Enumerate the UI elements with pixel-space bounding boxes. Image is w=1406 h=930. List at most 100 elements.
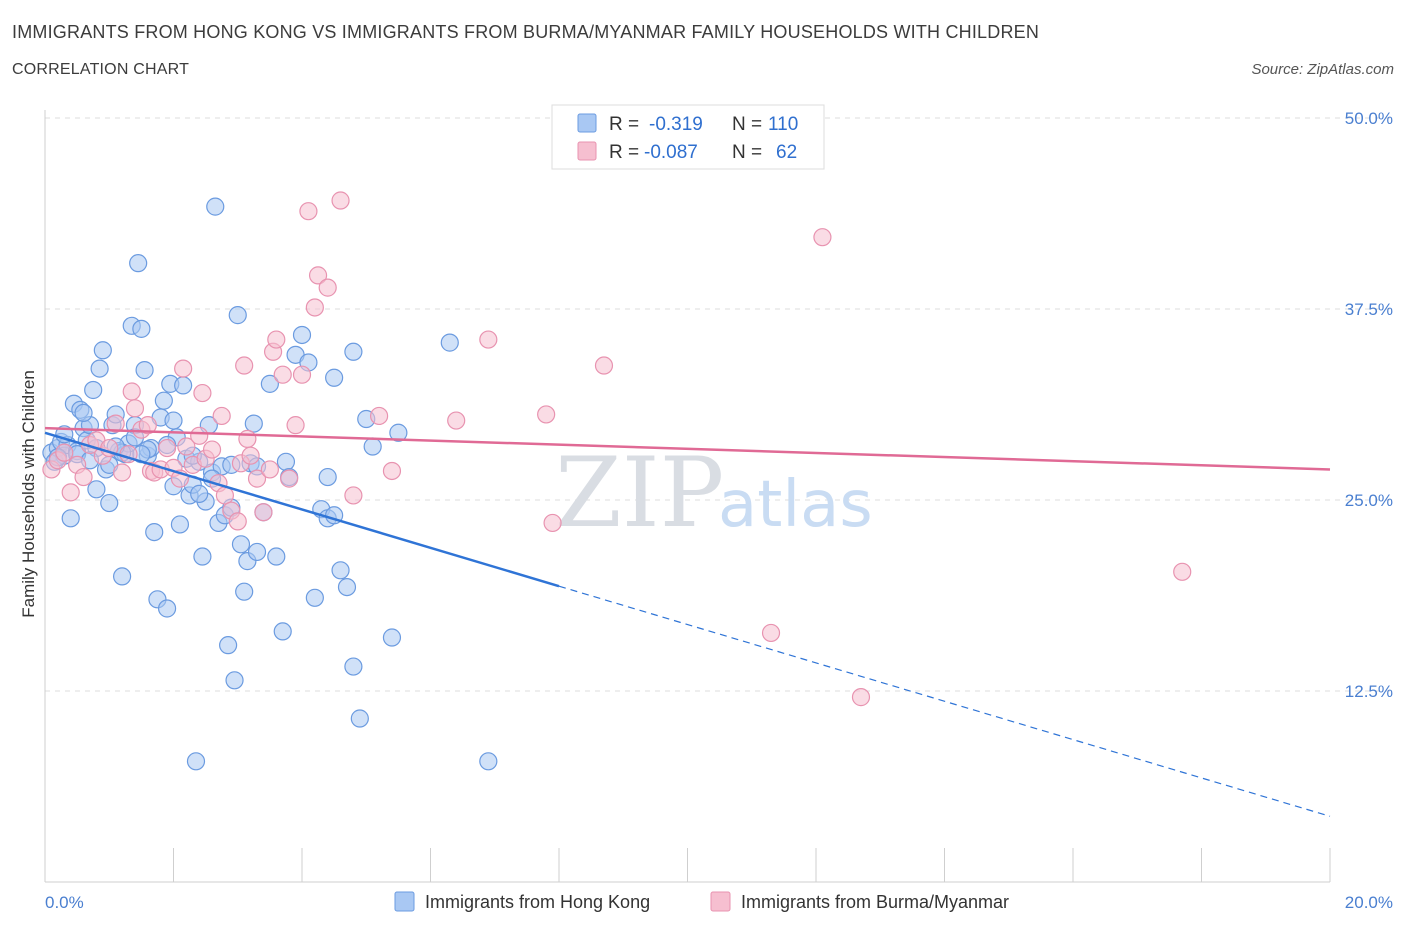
chart-title: IMMIGRANTS FROM HONG KONG VS IMMIGRANTS … xyxy=(12,22,1040,42)
hong-kong-data-point xyxy=(164,411,183,430)
x-ticks xyxy=(44,848,1331,882)
hong-kong-trend-line xyxy=(44,431,560,588)
burma-data-point xyxy=(247,469,267,488)
burma-data-point xyxy=(292,365,312,384)
watermark-zip: ZIP xyxy=(555,437,724,549)
burma-data-point xyxy=(594,356,614,375)
hong-kong-data-point xyxy=(84,380,103,400)
hong-kong-data-point xyxy=(186,752,206,771)
burma-data-point xyxy=(543,513,562,533)
burma-data-point xyxy=(479,330,498,349)
hong-kong-data-point xyxy=(260,374,279,393)
hong-kong-data-point xyxy=(225,671,244,690)
burma-data-point xyxy=(286,416,305,435)
x-tick-label-max: 20.0% xyxy=(1345,893,1393,912)
hong-kong-data-point xyxy=(174,376,193,395)
burma-data-point xyxy=(344,486,363,505)
burma-data-point xyxy=(122,382,141,401)
y-axis-label: Family Households with Children xyxy=(19,370,38,618)
burma-data-point xyxy=(331,191,350,210)
watermark: ZIP atlas xyxy=(555,437,873,549)
burma-data-point xyxy=(106,414,125,433)
burma-data-point xyxy=(299,202,318,221)
bottom-legend-swatch-pink xyxy=(710,891,731,912)
legend-r-label-2: R = xyxy=(609,142,639,163)
burma-data-point xyxy=(254,503,273,522)
burma-data-point xyxy=(138,416,157,435)
bottom-legend: Immigrants from Hong Kong Immigrants fro… xyxy=(394,891,1009,912)
burma-data-point xyxy=(202,440,222,459)
burma-data-point xyxy=(273,365,292,384)
hong-kong-data-point xyxy=(219,636,238,655)
burma-points xyxy=(42,191,1192,707)
y-tick-label: 25.0% xyxy=(1345,491,1393,510)
hong-kong-data-point xyxy=(318,467,337,487)
bottom-legend-swatch-blue xyxy=(394,891,415,912)
hong-kong-data-point xyxy=(267,547,286,566)
hong-kong-data-point xyxy=(235,582,254,601)
hong-kong-data-point xyxy=(440,333,459,352)
burma-data-point xyxy=(382,461,402,481)
bottom-legend-label-hong-kong: Immigrants from Hong Kong xyxy=(425,892,650,912)
legend-n-label-2: N = xyxy=(732,142,762,163)
hong-kong-data-point xyxy=(93,341,112,360)
burma-data-point xyxy=(305,298,324,317)
burma-data-point xyxy=(125,399,145,418)
legend-r-value-2: -0.087 xyxy=(644,142,698,163)
hong-kong-data-point xyxy=(193,547,212,566)
legend-r-label-1: R = xyxy=(609,114,639,135)
burma-data-point xyxy=(235,356,254,375)
burma-data-point xyxy=(260,460,279,479)
burma-data-point xyxy=(212,406,231,426)
hong-kong-data-point xyxy=(74,403,93,423)
hong-kong-data-point xyxy=(273,622,292,641)
legend-swatch-blue xyxy=(577,113,597,133)
burma-data-point xyxy=(447,411,466,430)
hong-kong-data-point xyxy=(305,588,324,607)
hong-kong-data-point xyxy=(276,452,296,471)
burma-data-point xyxy=(537,405,556,424)
legend-n-label-1: N = xyxy=(732,114,762,135)
burma-data-point xyxy=(157,438,177,458)
gridlines xyxy=(45,117,1393,692)
top-legend: R = -0.319 N = 110 R = -0.087 N = 62 xyxy=(551,104,825,170)
hong-kong-points xyxy=(42,197,498,771)
y-tick-labels: 12.5% 25.0% 37.5% 50.0% xyxy=(1345,109,1393,701)
hong-kong-data-point xyxy=(206,197,225,216)
watermark-atlas: atlas xyxy=(718,468,873,542)
burma-data-point xyxy=(55,443,74,462)
hong-kong-data-point xyxy=(389,423,408,442)
hong-kong-data-point xyxy=(190,484,209,503)
legend-n-value-2: 62 xyxy=(776,142,797,163)
hong-kong-data-point xyxy=(247,542,267,562)
burma-data-point xyxy=(174,359,193,378)
hong-kong-data-point xyxy=(112,567,132,586)
hong-kong-data-point xyxy=(87,480,106,499)
hong-kong-data-point xyxy=(292,325,312,345)
hong-kong-data-point xyxy=(100,493,119,513)
hong-kong-data-point xyxy=(145,522,164,542)
burma-data-point xyxy=(280,469,299,488)
x-tick-label-min: 0.0% xyxy=(45,893,84,912)
hong-kong-data-point xyxy=(344,342,363,361)
burma-data-point xyxy=(813,228,832,247)
chart-subtitle: CORRELATION CHART xyxy=(12,61,190,78)
legend-r-value-1: -0.319 xyxy=(649,114,703,135)
hong-kong-data-point xyxy=(170,515,190,534)
hong-kong-data-point xyxy=(231,535,251,554)
hong-kong-data-point xyxy=(228,306,247,325)
y-tick-label: 37.5% xyxy=(1345,300,1393,319)
legend-swatch-pink xyxy=(577,141,597,161)
y-tick-label: 12.5% xyxy=(1345,682,1393,701)
hong-kong-data-point xyxy=(154,391,173,410)
burma-trend-line xyxy=(44,426,1331,471)
hong-kong-data-point xyxy=(337,577,357,597)
burma-data-point xyxy=(1173,562,1192,581)
hong-kong-data-point xyxy=(157,599,177,618)
y-tick-label: 50.0% xyxy=(1345,109,1393,128)
burma-data-point xyxy=(238,429,257,448)
hong-kong-data-point xyxy=(135,361,154,380)
hong-kong-data-point xyxy=(382,628,402,647)
hong-kong-data-point xyxy=(90,359,109,378)
